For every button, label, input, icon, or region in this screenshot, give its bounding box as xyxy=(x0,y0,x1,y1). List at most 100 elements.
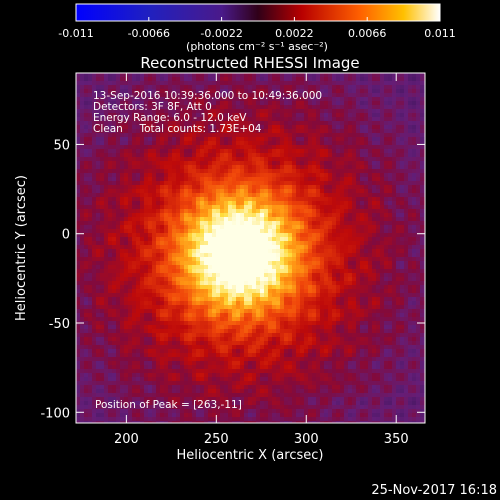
heatmap-cell xyxy=(116,185,120,189)
heatmap-cell xyxy=(244,169,248,173)
heatmap-cell xyxy=(344,133,348,137)
heatmap-cell xyxy=(336,201,340,205)
heatmap-cell xyxy=(200,197,204,201)
heatmap-cell xyxy=(240,165,244,169)
heatmap-cell xyxy=(120,77,124,81)
heatmap-cell xyxy=(352,249,356,253)
heatmap-cell xyxy=(148,209,152,213)
heatmap-cell xyxy=(312,89,316,93)
heatmap-cell xyxy=(244,209,248,213)
heatmap-cell xyxy=(124,117,128,121)
heatmap-cell xyxy=(216,261,220,265)
heatmap-cell xyxy=(260,125,264,129)
heatmap-cell xyxy=(372,233,376,237)
heatmap-cell xyxy=(176,257,180,261)
heatmap-cell xyxy=(140,201,144,205)
heatmap-cell xyxy=(192,189,196,193)
heatmap-cell xyxy=(196,261,200,265)
heatmap-cell xyxy=(184,265,188,269)
heatmap-cell xyxy=(224,129,228,133)
heatmap-cell xyxy=(256,265,260,269)
heatmap-cell xyxy=(152,177,156,181)
heatmap-cell xyxy=(252,117,256,121)
heatmap-cell xyxy=(160,201,164,205)
heatmap-cell xyxy=(224,265,228,269)
heatmap-cell xyxy=(160,249,164,253)
heatmap-cell xyxy=(280,221,284,225)
heatmap-cell xyxy=(336,105,340,109)
heatmap-cell xyxy=(372,265,376,269)
heatmap-cell xyxy=(120,149,124,153)
heatmap-cell xyxy=(172,165,176,169)
heatmap-cell xyxy=(284,277,288,281)
heatmap-cell xyxy=(376,173,380,177)
heatmap-cell xyxy=(228,289,232,293)
heatmap-cell xyxy=(376,169,380,173)
heatmap-cell xyxy=(124,225,128,229)
heatmap-cell xyxy=(316,261,320,265)
heatmap-cell xyxy=(368,237,372,241)
heatmap-cell xyxy=(268,289,272,293)
heatmap-cell xyxy=(328,253,332,257)
heatmap-cell xyxy=(256,281,260,285)
heatmap-cell xyxy=(288,217,292,221)
heatmap-cell xyxy=(176,229,180,233)
heatmap-cell xyxy=(324,157,328,161)
heatmap-cell xyxy=(276,205,280,209)
heatmap-cell xyxy=(180,85,184,89)
heatmap-cell xyxy=(380,125,384,129)
heatmap-cell xyxy=(108,109,112,113)
heatmap-cell xyxy=(168,209,172,213)
heatmap-cell xyxy=(288,237,292,241)
heatmap-cell xyxy=(312,257,316,261)
heatmap-cell xyxy=(200,185,204,189)
heatmap-cell xyxy=(104,105,108,109)
heatmap-cell xyxy=(252,185,256,189)
heatmap-cell xyxy=(212,289,216,293)
heatmap-cell xyxy=(296,213,300,217)
heatmap-cell xyxy=(128,237,132,241)
heatmap-cell xyxy=(368,225,372,229)
heatmap-cell xyxy=(140,109,144,113)
heatmap-cell xyxy=(420,277,424,281)
heatmap-cell xyxy=(160,89,164,93)
heatmap-cell xyxy=(240,145,244,149)
heatmap-cell xyxy=(252,265,256,269)
heatmap-cell xyxy=(328,81,332,85)
heatmap-cell xyxy=(356,281,360,285)
heatmap-cell xyxy=(276,181,280,185)
heatmap-cell xyxy=(204,109,208,113)
heatmap-cell xyxy=(272,193,276,197)
heatmap-cell xyxy=(300,165,304,169)
heatmap-cell xyxy=(240,197,244,201)
heatmap-cell xyxy=(76,125,80,129)
heatmap-cell xyxy=(92,129,96,133)
heatmap-cell xyxy=(408,221,412,225)
heatmap-cell xyxy=(392,221,396,225)
heatmap-cell xyxy=(84,85,88,89)
heatmap-cell xyxy=(88,293,92,297)
heatmap-cell xyxy=(372,229,376,233)
heatmap-cell xyxy=(164,129,168,133)
heatmap-cell xyxy=(156,293,160,297)
heatmap-cell xyxy=(380,177,384,181)
heatmap-cell xyxy=(80,113,84,117)
heatmap-cell xyxy=(268,201,272,205)
heatmap-cell xyxy=(96,93,100,97)
heatmap-cell xyxy=(288,205,292,209)
heatmap-cell xyxy=(240,277,244,281)
heatmap-cell xyxy=(84,117,88,121)
heatmap-cell xyxy=(276,157,280,161)
heatmap-cell xyxy=(236,97,240,101)
heatmap-cell xyxy=(180,281,184,285)
heatmap-cell xyxy=(252,225,256,229)
heatmap-cell xyxy=(212,141,216,145)
heatmap-cell xyxy=(372,237,376,241)
heatmap-cell xyxy=(88,185,92,189)
heatmap-cell xyxy=(420,137,424,141)
heatmap-cell xyxy=(76,293,80,297)
heatmap-cell xyxy=(120,209,124,213)
heatmap-cell xyxy=(276,197,280,201)
heatmap-cell xyxy=(160,169,164,173)
heatmap-cell xyxy=(392,133,396,137)
